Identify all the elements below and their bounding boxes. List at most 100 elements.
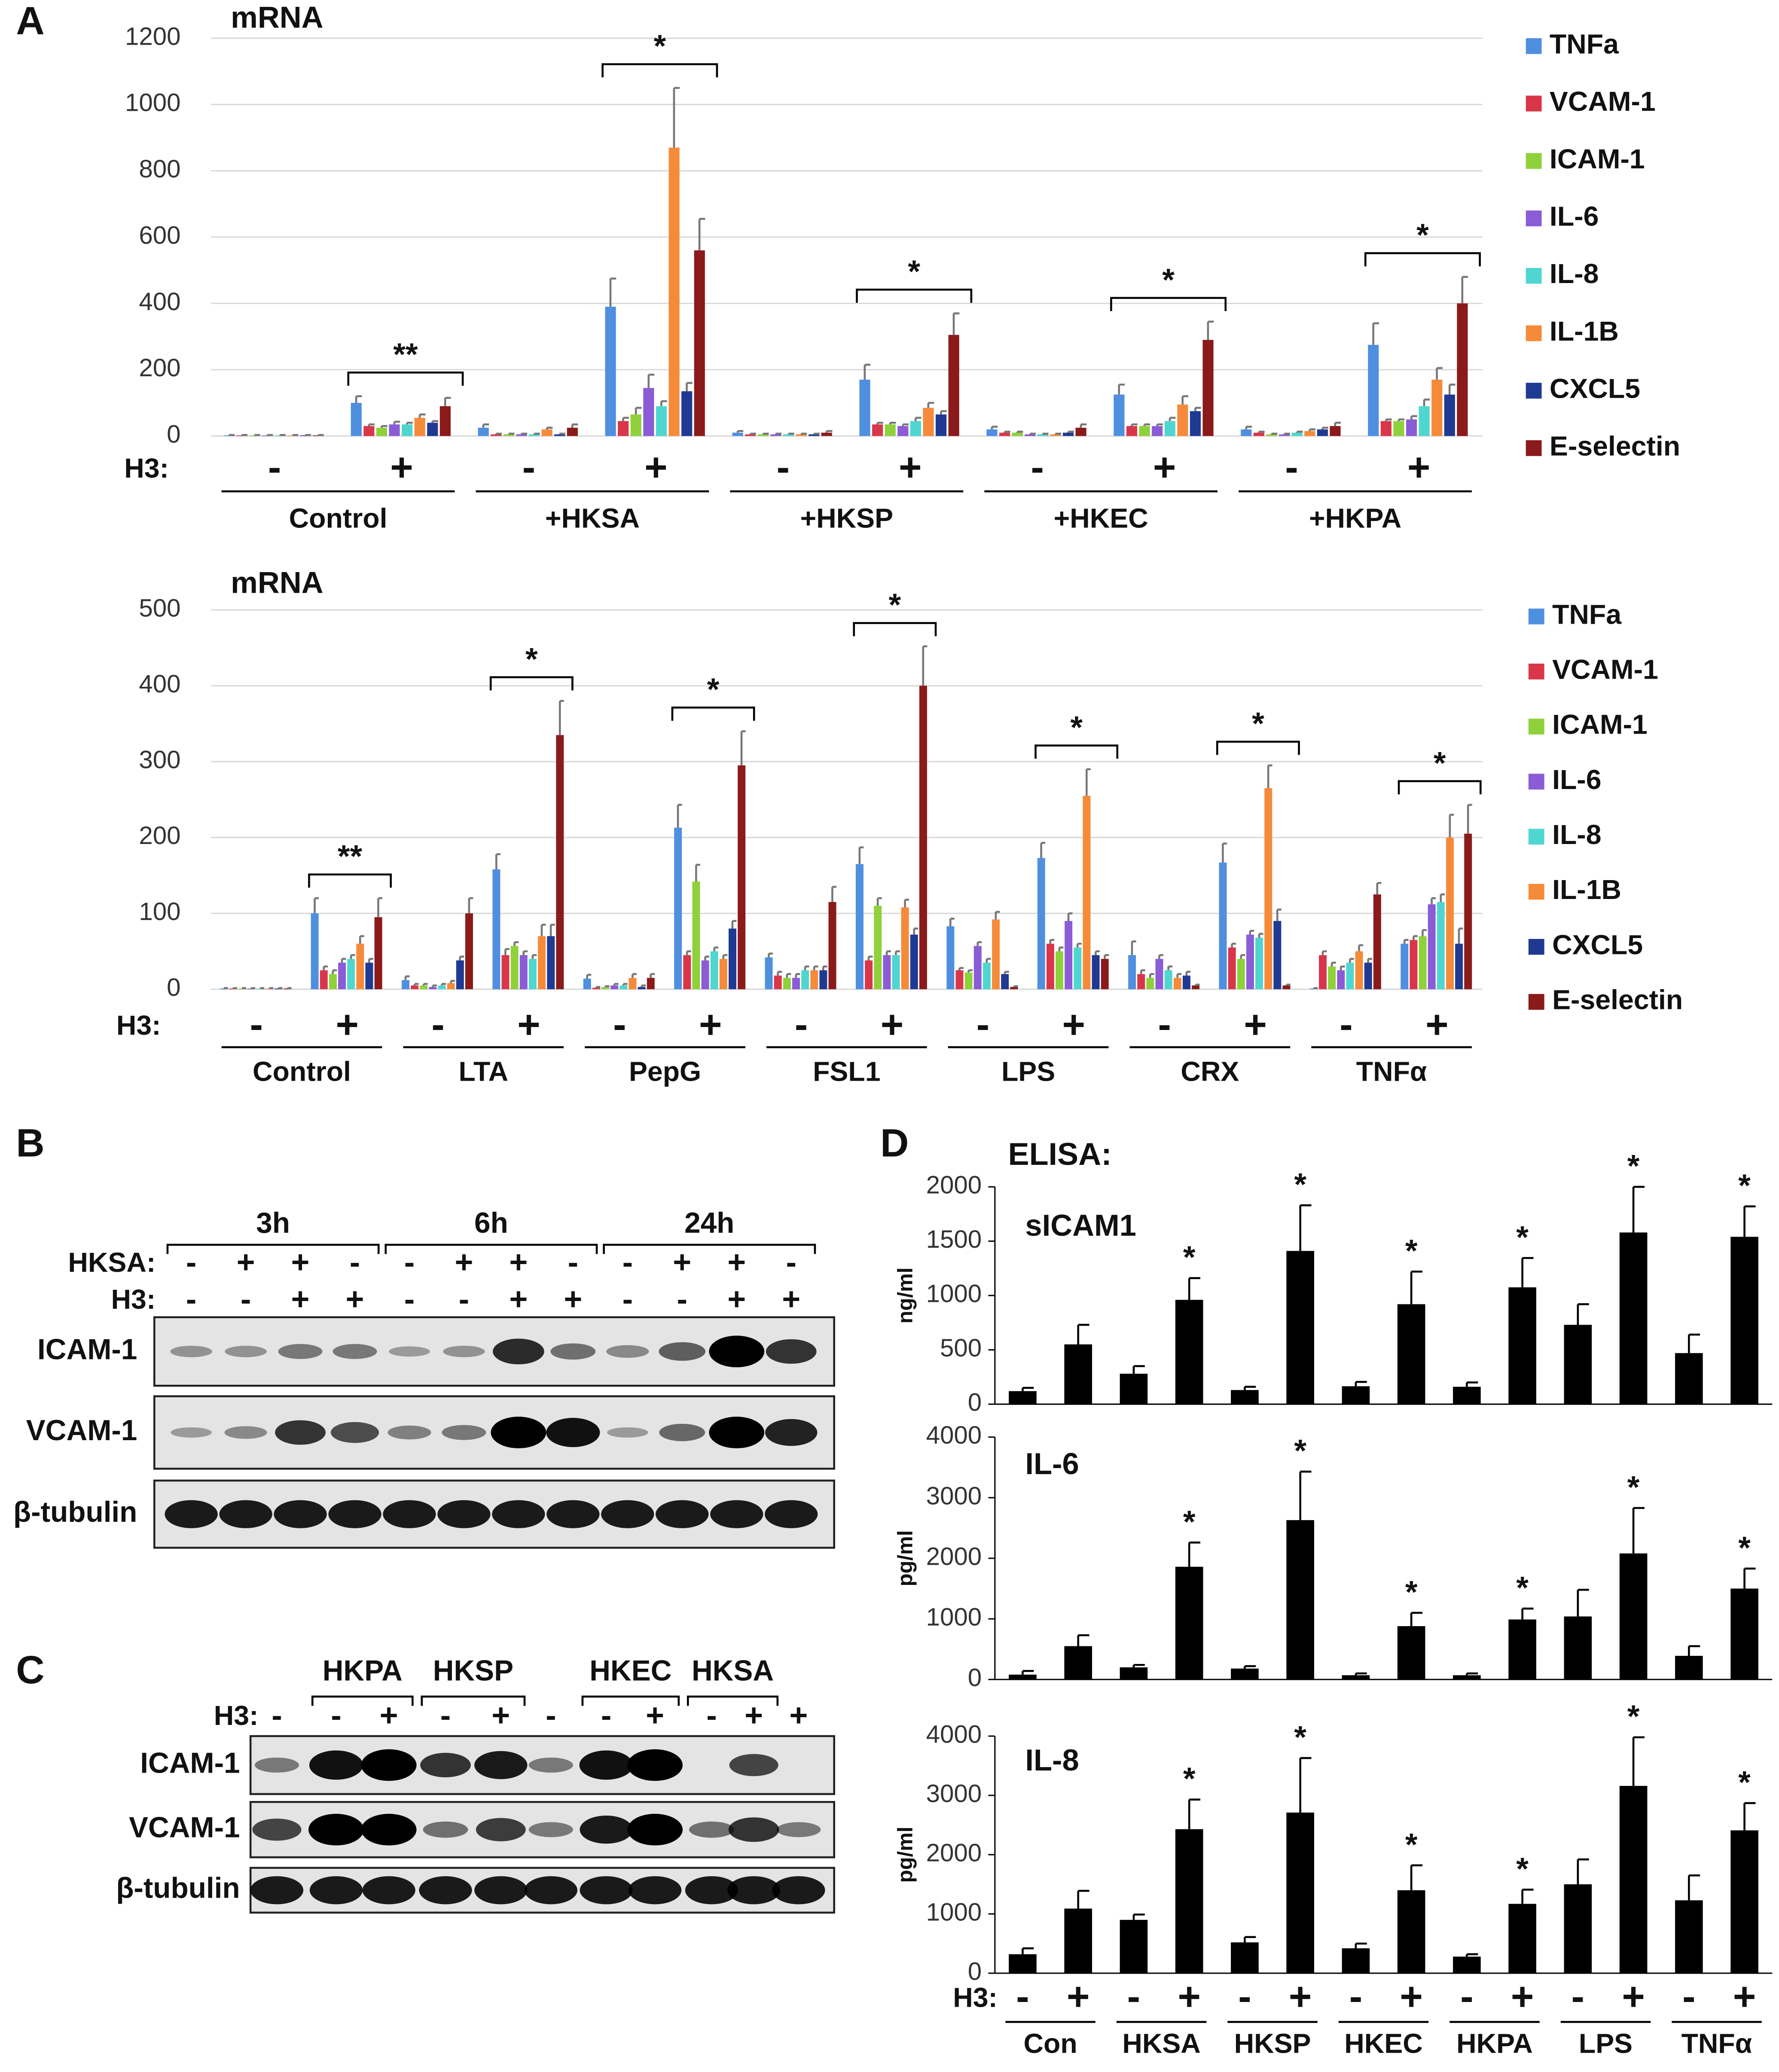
x-tick-label: + [1062, 1002, 1085, 1046]
x-tick-label: + [1407, 445, 1431, 489]
group-label: +HKEC [1054, 503, 1148, 533]
bracket [1364, 252, 1481, 267]
bar [1164, 970, 1172, 990]
band-label: β-tubulin [116, 1872, 240, 1904]
bar [447, 983, 455, 990]
significance: * [1162, 262, 1175, 297]
bar [1619, 1232, 1648, 1405]
legend-label: ICAM-1 [1550, 143, 1645, 174]
legend-label: TNFa [1552, 599, 1622, 630]
bar [1508, 1619, 1536, 1680]
group-label: PepG [629, 1056, 701, 1087]
bar [783, 978, 791, 990]
y-tick-label: 200 [139, 822, 180, 850]
header-bracket [603, 1243, 816, 1254]
y-tick-label: 500 [139, 594, 180, 622]
bar [414, 417, 425, 436]
x-tick-label: - [522, 445, 536, 489]
blot-band [580, 1816, 633, 1844]
bar [910, 934, 918, 990]
x-tick-label: - [1158, 1002, 1171, 1046]
bar [528, 959, 537, 990]
condition-label: H3: [214, 1700, 259, 1731]
bar [439, 406, 451, 436]
condition-sign: + [380, 1697, 398, 1733]
bar [1037, 434, 1048, 436]
y-tick-label: 800 [139, 155, 180, 183]
blot-band [309, 1876, 363, 1904]
bar [1114, 394, 1125, 436]
bar [1164, 421, 1175, 436]
blot-band [388, 1425, 431, 1440]
bar [389, 424, 400, 436]
bar [1264, 788, 1272, 990]
bar [1139, 426, 1150, 436]
significance: * [1405, 1826, 1418, 1862]
significance: * [653, 28, 666, 64]
y-axis-label: pg/ml [894, 1827, 917, 1883]
bar [592, 987, 600, 990]
blot-band [383, 1500, 436, 1528]
blot-band [361, 1813, 417, 1846]
condition-sign: - [186, 1281, 197, 1316]
x-tick-label: + [1400, 1975, 1423, 2019]
blot-band [330, 1422, 379, 1443]
legend-swatch [1526, 440, 1542, 456]
header-bracket [581, 1695, 680, 1706]
bar [1675, 1900, 1703, 1973]
bar [774, 975, 782, 990]
bar [601, 987, 610, 990]
bar [1152, 426, 1163, 436]
blot-band [606, 1345, 649, 1358]
header-label: HKSP [433, 1655, 513, 1687]
x-tick-label: + [644, 445, 668, 489]
chart-title: mRNA [231, 0, 323, 34]
x-tick-label: - [1349, 1975, 1363, 2019]
bar [1446, 837, 1454, 990]
blot-band [659, 1342, 706, 1361]
condition-sign: - [622, 1281, 633, 1316]
chart-title: IL-6 [1025, 1447, 1079, 1481]
bar [1342, 1675, 1370, 1680]
bar [356, 944, 364, 990]
condition-sign: + [291, 1244, 310, 1280]
blot-band [689, 1821, 734, 1838]
condition-sign: - [459, 1281, 470, 1316]
bracket [347, 371, 464, 386]
blot-band [333, 1344, 377, 1359]
bar [1410, 940, 1418, 990]
bar [765, 957, 773, 990]
x-tick-label: + [336, 1002, 359, 1046]
bracket [1034, 744, 1119, 759]
blot-band [579, 1750, 633, 1780]
bar [1182, 975, 1190, 990]
condition-sign: + [509, 1244, 528, 1280]
significance: * [1627, 1148, 1640, 1184]
condition-sign: + [291, 1281, 310, 1316]
bar [1406, 419, 1417, 436]
blot-band [225, 1346, 267, 1357]
header-label: HKEC [589, 1655, 671, 1687]
bar [1437, 902, 1445, 990]
group-label: Control [253, 1056, 351, 1087]
condition-sign: + [782, 1281, 800, 1316]
bar [1368, 344, 1379, 436]
bar [1317, 429, 1328, 436]
bar [1457, 303, 1468, 436]
bar [1619, 1786, 1648, 1973]
y-tick-label: 0 [167, 974, 180, 1002]
bar [556, 735, 564, 990]
bar [883, 955, 891, 990]
x-tick-label: + [1153, 445, 1176, 489]
bar [668, 147, 680, 436]
x-tick-label: - [1340, 1002, 1353, 1046]
header-label: 3h [256, 1207, 290, 1239]
bar [885, 424, 896, 436]
bar [1075, 427, 1086, 436]
blot-band [171, 1427, 212, 1438]
panel-letter: A [16, 0, 44, 43]
bar [1730, 1237, 1758, 1405]
condition-sign: + [673, 1244, 691, 1280]
blot-band [165, 1500, 218, 1528]
